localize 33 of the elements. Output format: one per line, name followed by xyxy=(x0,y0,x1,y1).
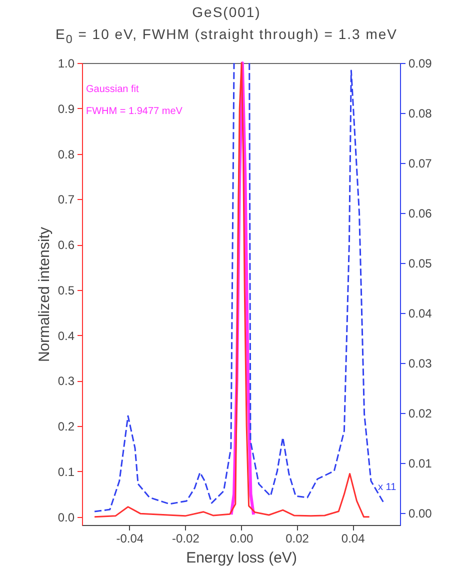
y-tick-label: 0.4 xyxy=(58,328,75,343)
y-tick-label: 0.6 xyxy=(58,238,75,252)
y2-tick-label: 0.01 xyxy=(408,456,432,470)
x-tick-label: 0.02 xyxy=(286,532,310,546)
y-tick-label: 0.7 xyxy=(58,192,75,207)
y2-tick-label: 0.07 xyxy=(408,156,432,170)
y-tick-label: 0.9 xyxy=(58,102,75,116)
y-tick-label: 0.1 xyxy=(58,464,75,479)
annotation: Gaussian fit xyxy=(86,84,140,95)
y2-tick-label: 0.03 xyxy=(408,356,432,370)
y-tick-label: 0.8 xyxy=(58,147,75,162)
y2-tick-label: 0.00 xyxy=(408,506,432,520)
y2-tick-label: 0.04 xyxy=(408,306,432,320)
x-tick-label: 0.04 xyxy=(341,532,366,546)
y-tick-label: 1.0 xyxy=(58,56,75,70)
y-tick-label: 0.2 xyxy=(58,420,75,434)
x-tick-label: -0.02 xyxy=(172,532,200,546)
y2-tick-label: 0.08 xyxy=(408,106,432,120)
annotation: x 11 xyxy=(378,482,397,493)
x-axis-title: Energy loss (eV) xyxy=(186,550,297,566)
y-axis-title: Normalized intensity xyxy=(36,226,53,362)
x-tick-label: -0.04 xyxy=(116,532,144,546)
annotation: FWHM = 1.9477 meV xyxy=(86,106,183,117)
y-tick-label: 0.3 xyxy=(58,374,75,388)
y2-tick-label: 0.06 xyxy=(408,206,432,220)
y2-tick-label: 0.05 xyxy=(408,256,432,270)
chart-title: GeS(001) xyxy=(191,4,262,20)
chart-subtitle: E$_{0}$ = 10 eV, FWHM (straight through) = 1.3 meV xyxy=(54,26,398,46)
y2-tick-label: 0.02 xyxy=(408,406,432,420)
x-tick-label: 0.00 xyxy=(230,532,254,546)
y2-tick-label: 0.09 xyxy=(408,56,432,70)
y-tick-label: 0.5 xyxy=(58,283,75,298)
y-tick-label: 0.0 xyxy=(58,510,75,524)
